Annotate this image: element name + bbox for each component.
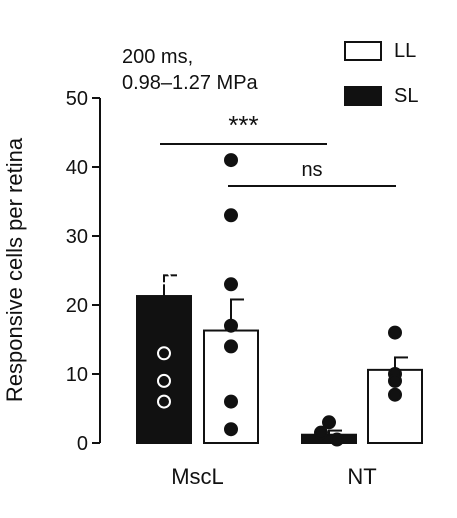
y-tick-label: 40 xyxy=(66,157,88,179)
bar-nt-sl xyxy=(301,433,357,445)
y-tick-label: 20 xyxy=(66,295,88,317)
data-point xyxy=(157,215,171,230)
data-point xyxy=(157,346,171,361)
data-point xyxy=(224,318,238,333)
significance-label: ns xyxy=(301,159,322,181)
bars xyxy=(136,274,423,445)
y-tick-label: 30 xyxy=(66,226,88,248)
data-point xyxy=(224,339,238,354)
y-tick-label: 0 xyxy=(77,433,88,455)
legend: LL SL xyxy=(344,40,418,107)
x-tick-label-mscl: MscL xyxy=(171,464,224,489)
x-axis-labels: MscL NT xyxy=(171,464,376,489)
y-tick-label: 10 xyxy=(66,364,88,386)
legend-swatch-ll xyxy=(344,41,382,61)
y-axis-title: Responsive cells per retina xyxy=(2,137,27,402)
data-point xyxy=(224,208,238,223)
significance-brackets: *** ns xyxy=(160,110,396,187)
legend-label-ll: LL xyxy=(394,40,416,62)
legend-label-sl: SL xyxy=(394,85,418,107)
data-point xyxy=(157,394,171,409)
x-tick-label-nt: NT xyxy=(347,464,376,489)
y-axis: 0 10 20 30 40 50 Responsive cells per retina xyxy=(2,88,101,455)
condition-annotation: 200 ms, 0.98–1.27 MPa xyxy=(122,46,259,94)
bar-nt-ll xyxy=(367,368,423,444)
data-point xyxy=(157,222,171,237)
data-point xyxy=(157,373,171,388)
bar-mscl-sl xyxy=(136,295,192,444)
annotation-line: 0.98–1.27 MPa xyxy=(122,72,259,94)
data-point xyxy=(388,373,402,388)
data-point xyxy=(388,325,402,340)
y-tick-label: 50 xyxy=(66,88,88,110)
data-points xyxy=(157,153,402,447)
data-point xyxy=(224,153,238,168)
data-point xyxy=(224,422,238,437)
significance-label: *** xyxy=(228,110,258,140)
data-point xyxy=(314,425,328,440)
data-point xyxy=(322,415,336,430)
data-point xyxy=(224,277,238,292)
legend-swatch-sl xyxy=(344,86,382,106)
data-point xyxy=(330,432,344,447)
annotation-line: 200 ms, xyxy=(122,46,193,68)
data-point xyxy=(224,394,238,409)
data-point xyxy=(388,387,402,402)
data-point xyxy=(157,270,171,285)
